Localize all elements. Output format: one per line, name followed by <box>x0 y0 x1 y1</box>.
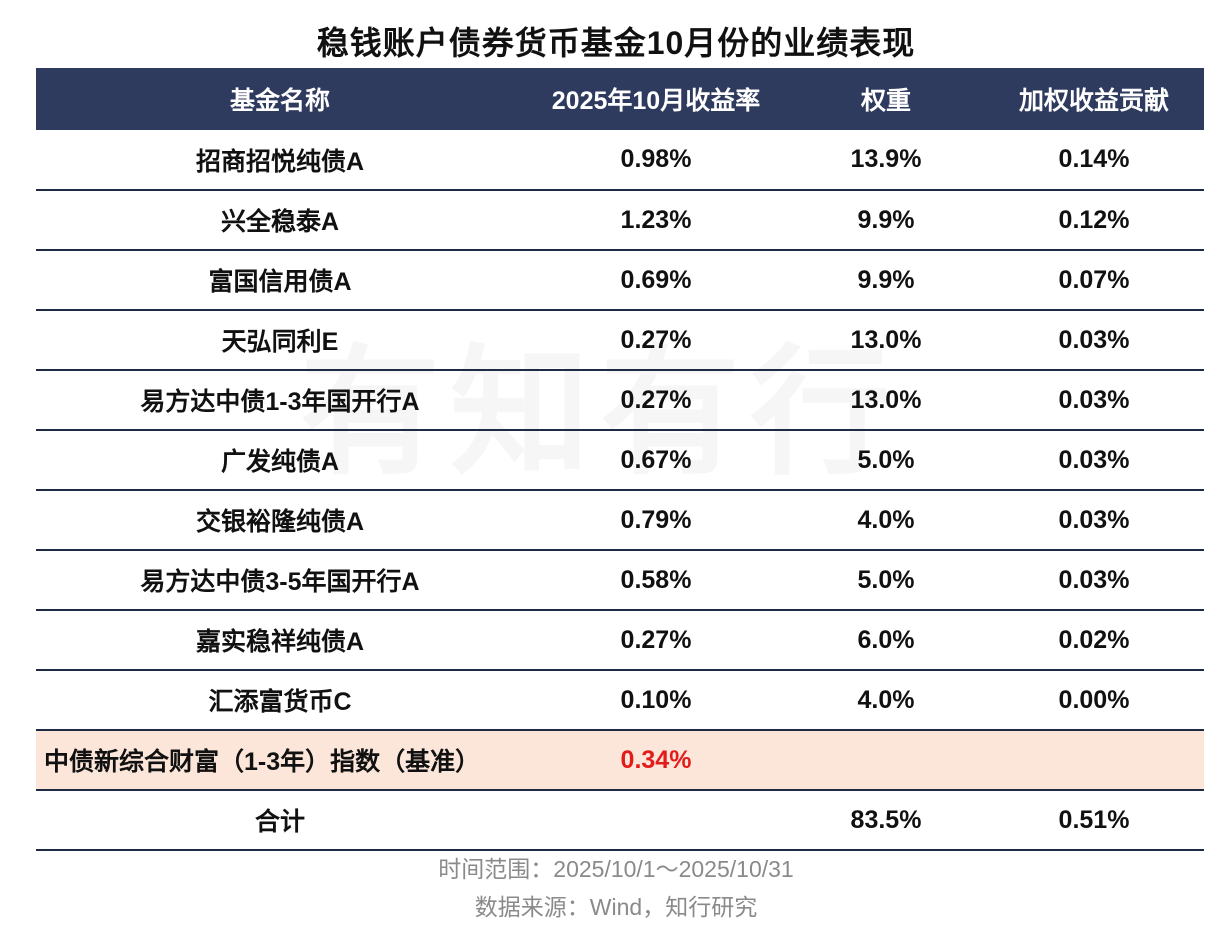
return-cell: 0.67% <box>524 430 788 491</box>
return-cell: 0.27% <box>524 310 788 371</box>
benchmark-row: 中债新综合财富（1-3年）指数（基准） 0.34% <box>36 730 1204 791</box>
weight-cell: 5.0% <box>788 550 984 611</box>
weight-cell: 9.9% <box>788 250 984 311</box>
contribution-cell: 0.03% <box>984 490 1204 551</box>
fund-name-cell: 嘉实稳祥纯债A <box>36 610 524 671</box>
table-row: 广发纯债A 0.67% 5.0% 0.03% <box>36 430 1204 491</box>
contribution-cell: 0.03% <box>984 370 1204 431</box>
header-return: 2025年10月收益率 <box>551 87 761 115</box>
contribution-cell: 0.12% <box>984 190 1204 251</box>
source-note: 数据来源：Wind，知行研究 <box>474 894 758 920</box>
contribution-cell: 0.14% <box>984 130 1204 191</box>
fund-name-cell: 易方达中债3-5年国开行A <box>36 550 524 611</box>
weight-cell: 4.0% <box>788 490 984 551</box>
total-contribution-cell: 0.51% <box>984 790 1204 851</box>
table-row: 兴全稳泰A 1.23% 9.9% 0.12% <box>36 190 1204 251</box>
fund-name-cell: 易方达中债1-3年国开行A <box>36 370 524 431</box>
contribution-cell: 0.02% <box>984 610 1204 671</box>
page-title: 稳钱账户债券货币基金10月份的业绩表现 <box>316 25 916 61</box>
table-row: 交银裕隆纯债A 0.79% 4.0% 0.03% <box>36 490 1204 551</box>
table-header-row: 基金名称 2025年10月收益率 权重 加权收益贡献 <box>36 68 1204 130</box>
contribution-cell: 0.03% <box>984 550 1204 611</box>
benchmark-weight-cell <box>788 730 984 791</box>
fund-name-cell: 广发纯债A <box>36 430 524 491</box>
return-cell: 0.58% <box>524 550 788 611</box>
total-row: 合计 83.5% 0.51% <box>36 790 1204 851</box>
header-fund-name: 基金名称 <box>229 87 330 115</box>
period-note: 时间范围：2025/10/1～2025/10/31 <box>438 856 794 882</box>
return-cell: 1.23% <box>524 190 788 251</box>
fund-performance-table: 基金名称 2025年10月收益率 权重 加权收益贡献 招商招悦纯债A 0.98%… <box>36 68 1204 851</box>
benchmark-name-cell: 中债新综合财富（1-3年）指数（基准） <box>36 730 524 791</box>
return-cell: 0.79% <box>524 490 788 551</box>
table-row: 易方达中债3-5年国开行A 0.58% 5.0% 0.03% <box>36 550 1204 611</box>
fund-name-cell: 兴全稳泰A <box>36 190 524 251</box>
contribution-cell: 0.07% <box>984 250 1204 311</box>
weight-cell: 13.0% <box>788 310 984 371</box>
contribution-cell: 0.03% <box>984 430 1204 491</box>
weight-cell: 6.0% <box>788 610 984 671</box>
table-row: 汇添富货币C 0.10% 4.0% 0.00% <box>36 670 1204 731</box>
weight-cell: 4.0% <box>788 670 984 731</box>
return-cell: 0.27% <box>524 610 788 671</box>
benchmark-contribution-cell <box>984 730 1204 791</box>
table-row: 招商招悦纯债A 0.98% 13.9% 0.14% <box>36 130 1204 191</box>
total-return-cell <box>524 790 788 851</box>
total-weight-cell: 83.5% <box>788 790 984 851</box>
weight-cell: 13.9% <box>788 130 984 191</box>
total-label-cell: 合计 <box>36 790 524 851</box>
header-contribution: 加权收益贡献 <box>1018 87 1169 115</box>
header-weight: 权重 <box>860 87 911 115</box>
fund-name-cell: 天弘同利E <box>36 310 524 371</box>
table-row: 天弘同利E 0.27% 13.0% 0.03% <box>36 310 1204 371</box>
fund-name-cell: 招商招悦纯债A <box>36 130 524 191</box>
contribution-cell: 0.03% <box>984 310 1204 371</box>
fund-name-cell: 交银裕隆纯债A <box>36 490 524 551</box>
fund-name-cell: 富国信用债A <box>36 250 524 311</box>
benchmark-return-cell: 0.34% <box>524 730 788 791</box>
return-cell: 0.69% <box>524 250 788 311</box>
table-row: 嘉实稳祥纯债A 0.27% 6.0% 0.02% <box>36 610 1204 671</box>
return-cell: 0.27% <box>524 370 788 431</box>
weight-cell: 5.0% <box>788 430 984 491</box>
weight-cell: 13.0% <box>788 370 984 431</box>
contribution-cell: 0.00% <box>984 670 1204 731</box>
table-row: 富国信用债A 0.69% 9.9% 0.07% <box>36 250 1204 311</box>
weight-cell: 9.9% <box>788 190 984 251</box>
table-row: 易方达中债1-3年国开行A 0.27% 13.0% 0.03% <box>36 370 1204 431</box>
return-cell: 0.10% <box>524 670 788 731</box>
return-cell: 0.98% <box>524 130 788 191</box>
fund-name-cell: 汇添富货币C <box>36 670 524 731</box>
